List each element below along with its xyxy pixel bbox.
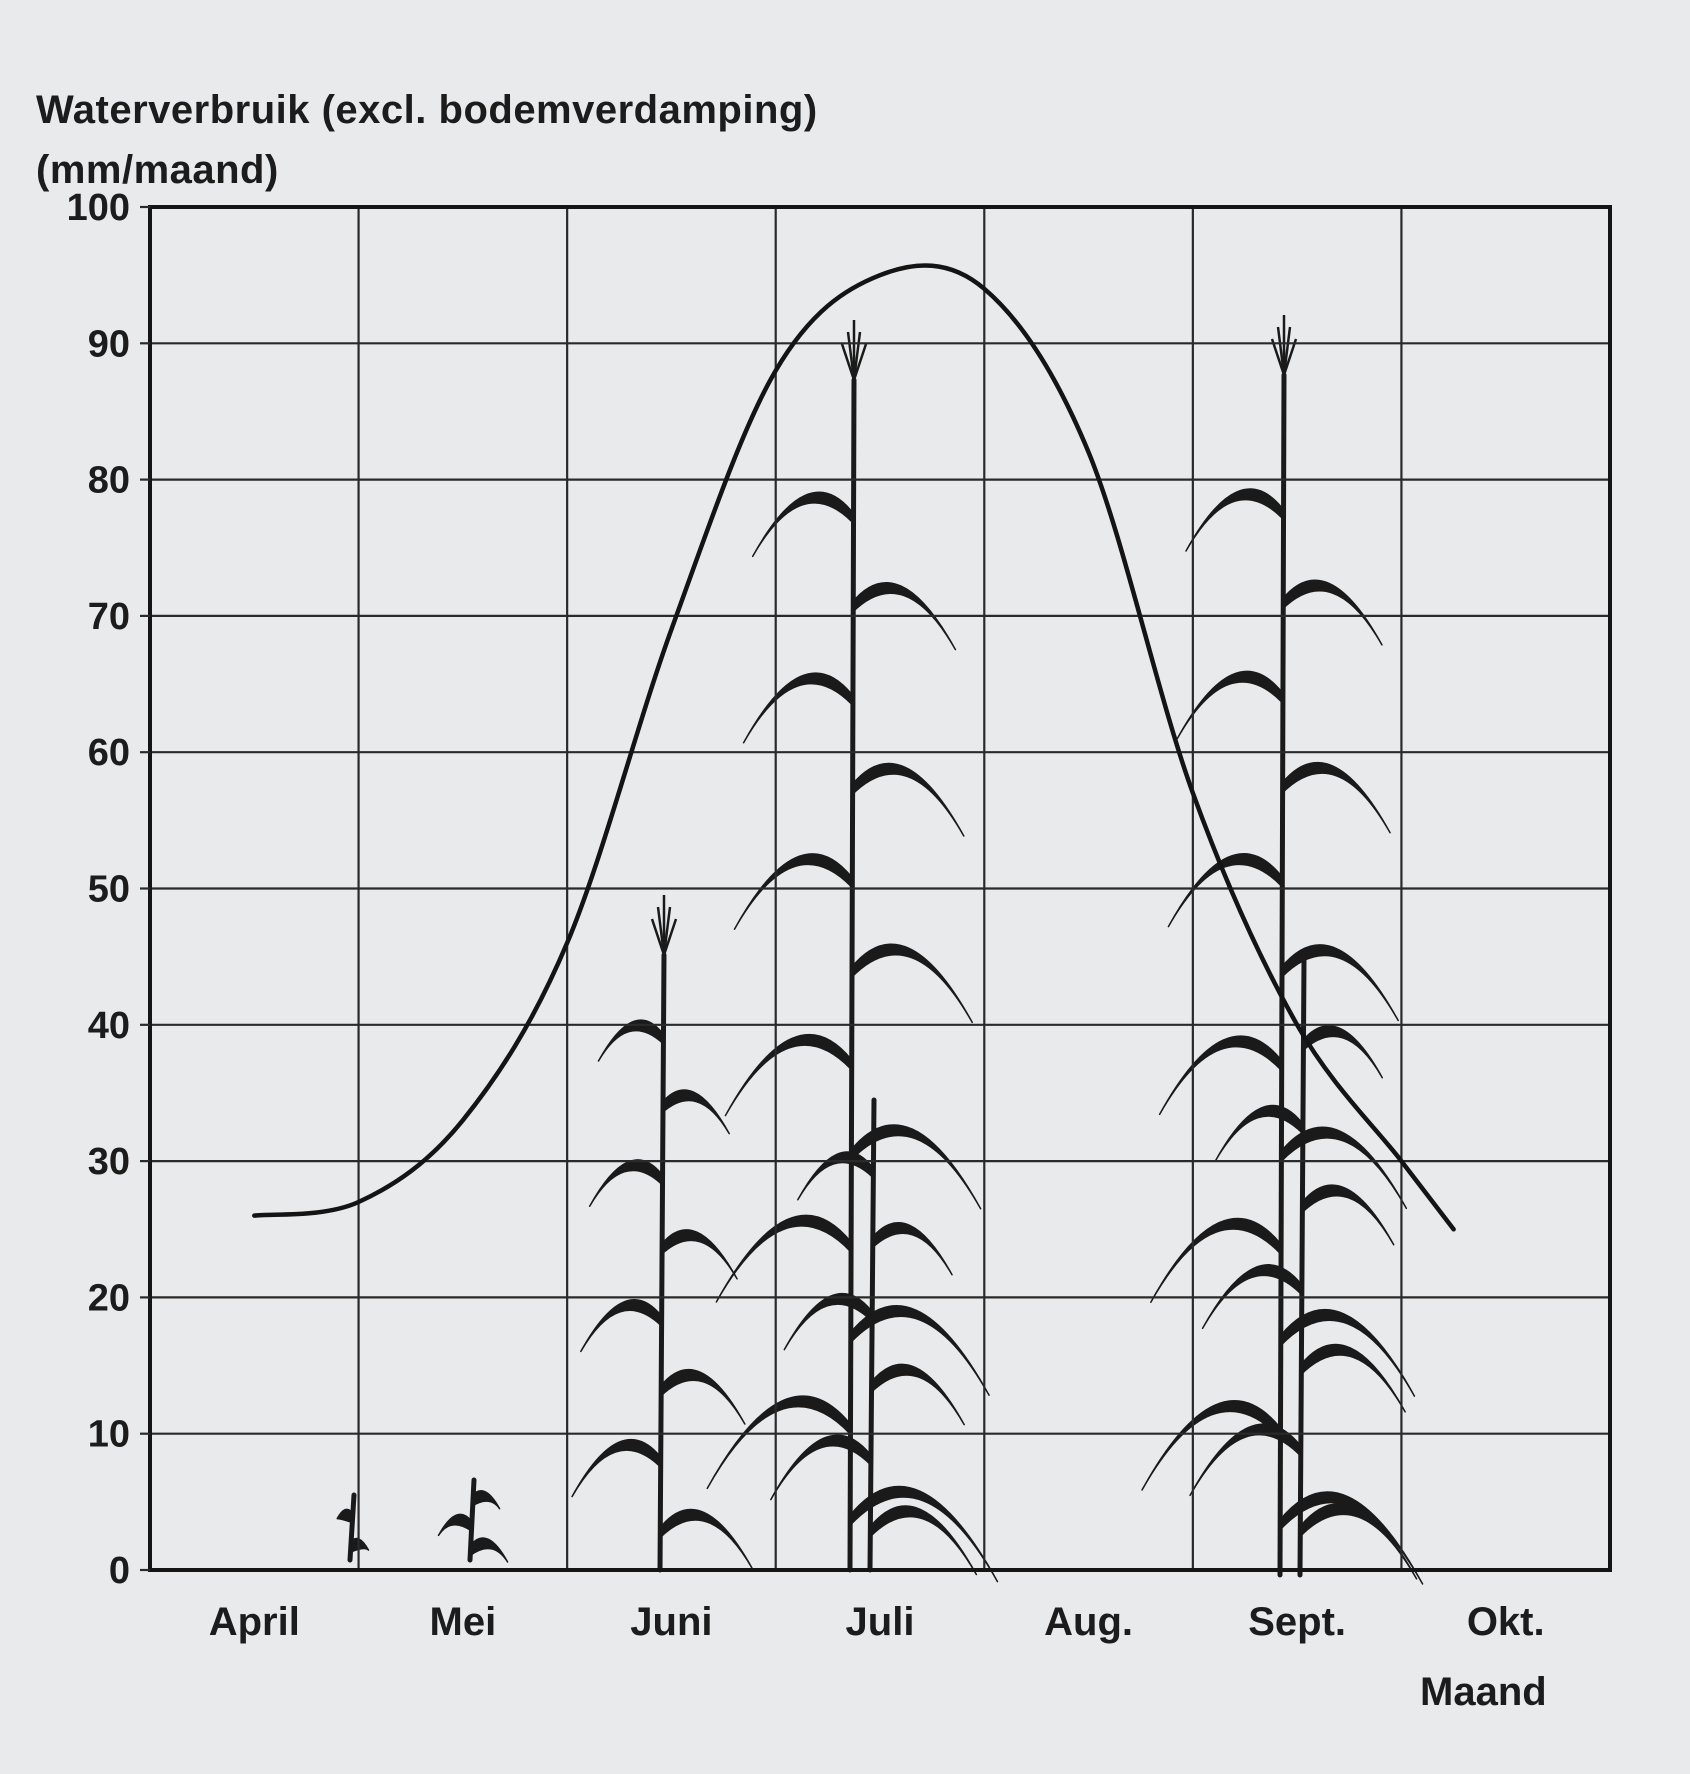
grid-lines	[150, 207, 1610, 1570]
maize-plant	[770, 1097, 978, 1576]
plant-leaf	[336, 1508, 353, 1523]
plant-leaf	[437, 1513, 472, 1537]
x-tick-label: Okt.	[1467, 1600, 1545, 1644]
plant-leaf	[580, 1299, 662, 1353]
plant-leaf	[1280, 1126, 1408, 1210]
plant-leaf	[850, 943, 973, 1024]
plant-leaf	[1301, 1025, 1384, 1079]
x-axis-label: Maand	[1420, 1670, 1547, 1714]
maize-plant-illustrations	[336, 315, 1424, 1585]
plant-leaf	[849, 1485, 999, 1583]
x-tick-label: Sept.	[1248, 1600, 1346, 1644]
plant-leaf	[706, 1395, 852, 1490]
plant-leaf	[571, 1438, 662, 1498]
plant-leaf	[742, 672, 853, 744]
y-tick-label: 30	[88, 1141, 130, 1183]
plant-leaf	[1280, 761, 1391, 834]
x-tick-label: Mei	[430, 1600, 497, 1644]
plant-leaf	[1167, 853, 1283, 928]
plant-leaf	[870, 1363, 965, 1426]
plant-tassel	[662, 906, 672, 956]
plant-tassel	[1282, 338, 1298, 376]
plant-leaf	[660, 1229, 738, 1280]
plant-leaf	[869, 1505, 978, 1576]
maize-plant	[1189, 957, 1418, 1580]
y-tick-label: 90	[88, 323, 130, 365]
plant-leaf	[851, 582, 957, 651]
plant-leaf	[1185, 488, 1283, 552]
plant-leaf	[470, 1490, 501, 1510]
maize-plant	[1141, 315, 1424, 1585]
plant-tassel	[852, 331, 862, 381]
plant-leaf	[660, 1089, 730, 1135]
x-tick-label: Aug.	[1044, 1600, 1133, 1644]
plant-leaf	[783, 1292, 872, 1351]
x-tick-label: Juni	[630, 1600, 712, 1644]
plant-leaf	[770, 1434, 872, 1501]
plant-leaf	[1201, 1264, 1302, 1330]
y-tick-label: 0	[109, 1550, 130, 1592]
plant-leaf	[659, 1508, 754, 1570]
plant-tassel	[1282, 326, 1292, 376]
y-tick-labels: 0 10 20 30 40 50 60 70 80 90 100	[67, 187, 150, 1592]
y-tick-label: 100	[67, 187, 130, 229]
plant-leaf	[1141, 1400, 1282, 1491]
plant-stalk	[867, 1097, 877, 1573]
y-tick-label: 50	[88, 869, 130, 911]
y-tick-label: 60	[88, 732, 130, 774]
plant-leaf	[659, 1368, 746, 1425]
plant-leaf	[1279, 1491, 1424, 1585]
series-layer	[252, 263, 1456, 1232]
plant-leaf	[797, 1151, 873, 1201]
plant-leaf	[850, 762, 965, 837]
y-axis-label-line-1: Waterverbruik (excl. bodemverdamping)	[36, 88, 818, 132]
plant-leaf	[870, 1222, 953, 1276]
y-tick-label: 80	[88, 460, 130, 502]
plant-leaf	[1299, 1503, 1418, 1580]
x-tick-labels: April Mei Juni Juli Aug. Sept. Okt.	[209, 1600, 1545, 1644]
plant-leaf	[1279, 1308, 1416, 1397]
plant-leaf	[1299, 1343, 1406, 1413]
plant-leaf	[1158, 1035, 1282, 1116]
plant-leaf	[751, 491, 853, 558]
maize-plant	[706, 320, 999, 1583]
plant-stalk	[657, 952, 667, 1573]
plant-leaf	[597, 1019, 663, 1062]
plant-leaf	[850, 1124, 982, 1210]
maize-plant	[571, 895, 754, 1573]
plant-stalk	[1297, 957, 1307, 1578]
maize-plant	[437, 1477, 509, 1563]
plant-leaf	[1281, 579, 1383, 646]
plant-leaf	[715, 1214, 852, 1303]
plant-leaf	[588, 1159, 663, 1207]
water-use-line	[252, 263, 1456, 1232]
plant-leaf	[469, 1537, 509, 1563]
y-tick-label: 40	[88, 1005, 130, 1047]
y-axis-label-line-2: (mm/maand)	[36, 148, 279, 192]
plant-leaf	[1150, 1217, 1282, 1303]
plant-leaf	[849, 1305, 990, 1396]
y-tick-label: 10	[88, 1414, 130, 1456]
plant-leaf	[1280, 944, 1399, 1022]
x-tick-label: April	[209, 1600, 300, 1644]
plant-leaf	[724, 1033, 852, 1117]
plant-tassel	[852, 343, 868, 381]
x-tick-label: Juli	[846, 1600, 915, 1644]
plant-leaf	[1300, 1184, 1395, 1246]
y-tick-label: 70	[88, 596, 130, 638]
y-tick-label: 20	[88, 1277, 130, 1319]
plant-leaf	[1189, 1423, 1302, 1497]
plant-tassel	[662, 918, 678, 956]
plant-leaf	[733, 853, 853, 930]
maize-plant	[336, 1492, 370, 1563]
